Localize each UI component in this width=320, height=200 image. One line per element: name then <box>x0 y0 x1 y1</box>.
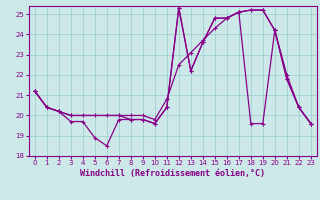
X-axis label: Windchill (Refroidissement éolien,°C): Windchill (Refroidissement éolien,°C) <box>80 169 265 178</box>
